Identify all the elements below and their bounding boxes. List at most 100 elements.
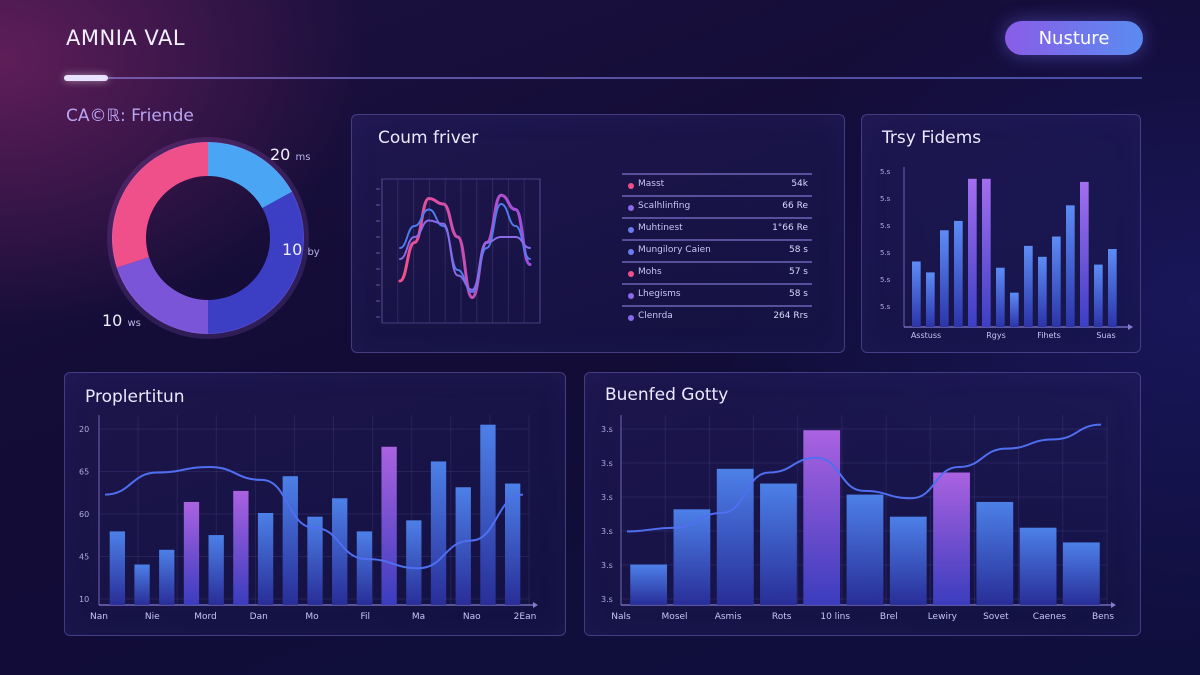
donut-label-right-value: 10 [282, 240, 303, 259]
combo-bar [430, 461, 447, 605]
legend-rule [622, 217, 812, 219]
bar [1080, 181, 1089, 327]
legend-item: Mungilory Caien 58 s [622, 243, 812, 263]
combo-x-tick-label: Sovet [983, 612, 1009, 622]
combo-line-series [104, 465, 524, 570]
bar [912, 261, 921, 327]
bar-x-tick-label: Fihets [1037, 331, 1061, 340]
combo-right-panel: Buenfed Gotty 3.s 3.s 3.s 3.s 3.s 3.s Nals Mose… [584, 372, 1141, 636]
donut-slice [116, 257, 208, 334]
combo-x-axis-arrow [1111, 602, 1116, 608]
bar-y-tick-label: 5.s [880, 195, 891, 203]
legend-name: Mungilory Caien [638, 245, 711, 255]
donut-label-bottom-left-unit: ws [127, 318, 141, 329]
line-chart-title: Coum friver [378, 128, 479, 148]
legend-item: Mohs 57 s [622, 265, 812, 285]
combo-y-tick-label: 3.s [601, 459, 613, 468]
donut-glow-ring [107, 137, 309, 339]
bar-y-tick-label: 5.s [880, 276, 891, 284]
legend-rule [622, 261, 812, 263]
legend-item: Clenrda 264 Rrs [622, 309, 812, 329]
bar-chart-panel: Trsy Fidems 5.s 5.s 5.s 5.s 5.s 5.s Asstuss Rgy… [861, 114, 1141, 353]
donut-label-top-right-value: 20 [270, 145, 291, 164]
bar-y-tick-label: 5.s [880, 303, 891, 311]
combo-line-series [626, 423, 1102, 533]
donut-slice [208, 191, 305, 334]
legend-item: Scalhlinfing 66 Re [622, 199, 812, 219]
bar [940, 230, 949, 327]
legend-name: Mohs [638, 267, 662, 277]
donut-slice [111, 142, 208, 268]
legend-rule [622, 305, 812, 307]
combo-x-tick-label: Mord [194, 612, 217, 622]
legend-dot [628, 293, 634, 299]
combo-y-tick-label: 10 [79, 595, 89, 604]
combo-y-tick-label: 3.s [601, 595, 613, 604]
line-chart-panel: Coum friver Masst 54k Scalhlinfing 66 Re Muh… [351, 114, 845, 353]
bar-x-tick-label: Suas [1096, 331, 1115, 340]
donut-label-right-unit: by [307, 247, 320, 258]
combo-bar [760, 483, 797, 605]
legend-name: Clenrda [638, 311, 673, 321]
combo-bar [889, 516, 927, 605]
combo-x-tick-label: Nie [145, 612, 160, 622]
donut-chart-title: CA©ℝ: Friende [66, 106, 194, 126]
bar-y-tick-label: 5.s [880, 249, 891, 257]
combo-bar [257, 513, 274, 605]
bar-y-tick-label: 5.s [880, 222, 891, 230]
legend-dot [628, 183, 634, 189]
nusture-button[interactable]: Nusture [1005, 21, 1143, 55]
bar [1038, 256, 1047, 327]
donut-label-top-right: 20 ms [270, 145, 310, 164]
line-series [399, 202, 531, 294]
combo-y-tick-label: 65 [79, 468, 89, 477]
combo-x-tick-label: Fil [360, 612, 370, 622]
combo-x-tick-label: Nan [90, 612, 108, 622]
combo-x-tick-label: Rots [772, 612, 792, 622]
legend-name: Lhegisms [638, 289, 681, 299]
bar [954, 220, 963, 327]
combo-right-svg: 3.s 3.s 3.s 3.s 3.s 3.s Nals Mosel Asmis Rots 10 l… [601, 415, 1116, 622]
bar [1094, 264, 1103, 327]
legend-item: Muhtinest 1°66 Re [622, 221, 812, 241]
donut-chart: 20 ms 10 by 10 ws [60, 125, 360, 345]
bar-x-axis-arrow [1128, 324, 1133, 330]
legend-top-rule [622, 173, 812, 175]
legend-value: 54k [791, 179, 808, 189]
line-chart-legend: Masst 54k Scalhlinfing 66 Re Muhtinest 1°66 R… [622, 173, 814, 333]
donut-label-bottom-left-value: 10 [102, 311, 123, 330]
combo-y-tick-label: 3.s [601, 493, 613, 502]
combo-bar [803, 430, 841, 605]
combo-bar [208, 535, 224, 605]
combo-x-axis-arrow [533, 602, 538, 608]
legend-item: Lhegisms 58 s [622, 287, 812, 307]
combo-bar [933, 472, 970, 605]
bar-chart-title: Trsy Fidems [882, 128, 982, 148]
line-chart-frame [381, 178, 541, 324]
combo-bar [307, 516, 323, 605]
donut-label-top-right-unit: ms [295, 152, 311, 163]
legend-value: 58 s [788, 245, 808, 255]
combo-bar [976, 501, 1014, 605]
legend-rule [622, 239, 812, 241]
combo-y-tick-label: 3.s [601, 425, 613, 434]
bar [1052, 236, 1061, 327]
header-tab-indicator[interactable] [64, 75, 108, 81]
combo-bar [673, 509, 711, 605]
combo-x-tick-label: Ma [412, 612, 425, 622]
line-chart-svg [376, 178, 541, 324]
combo-bar [480, 424, 496, 605]
bar [982, 178, 991, 327]
combo-bar [630, 564, 668, 605]
line-series [399, 219, 531, 291]
bar-x-tick-label: Rgys [986, 331, 1006, 340]
combo-x-tick-label: Caenes [1033, 612, 1067, 622]
combo-y-tick-label: 60 [79, 510, 89, 519]
combo-bar [233, 490, 249, 605]
legend-dot [628, 315, 634, 321]
combo-y-tick-label: 3.s [601, 561, 613, 570]
legend-value: 1°66 Re [772, 223, 808, 233]
combo-x-tick-label: 10 lins [820, 612, 850, 622]
combo-bar [134, 564, 150, 605]
bar [926, 272, 935, 327]
